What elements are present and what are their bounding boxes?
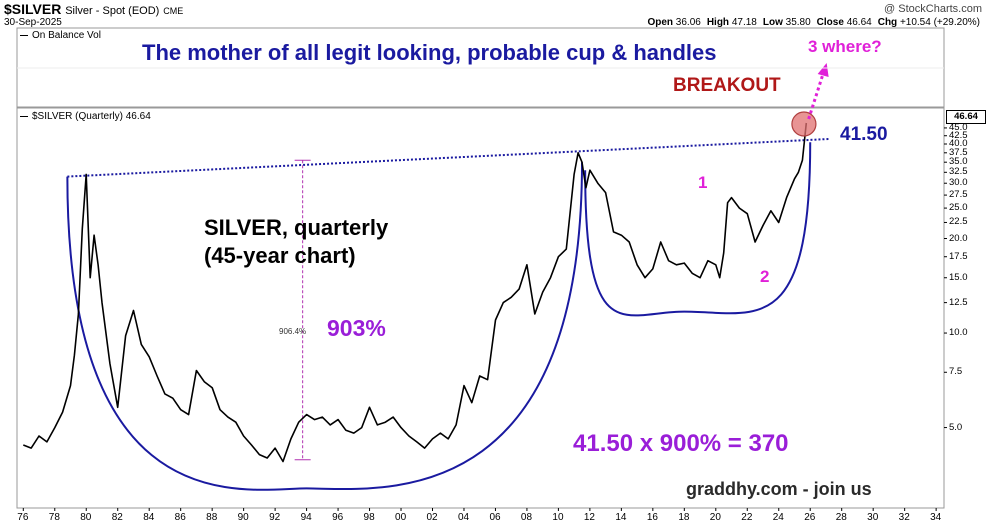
resistance-level-label: 41.50 [840, 124, 888, 145]
measured-move-label: 906.4% [279, 327, 307, 336]
x-tick-label: 02 [426, 512, 438, 523]
y-tick-label: 27.5 [949, 189, 968, 201]
ohlc-low-label: Low [762, 17, 786, 28]
x-tick-label: 22 [741, 512, 753, 523]
price-panel-label: $SILVER (Quarterly) 46.64 [20, 111, 151, 122]
ohlc-readout: Open 36.06 High 47.18 Low 35.80 Close 46.64… [641, 17, 980, 28]
handle-curve [584, 142, 812, 317]
last-price-tag: 46.64 [946, 110, 986, 124]
y-tick-label: 10.0 [949, 327, 968, 339]
symbol-description: Silver - Spot (EOD) [65, 5, 160, 17]
ohlc-low-value: 35.80 [785, 17, 811, 28]
price-label-text: $SILVER (Quarterly) 46.64 [32, 111, 151, 122]
ohlc-open-label: Open [647, 17, 676, 28]
ohlc-close-label: Close [816, 17, 847, 28]
x-tick-label: 94 [300, 512, 312, 523]
stockcharts-credit: @ StockCharts.com [884, 3, 982, 15]
indicator-label-text: On Balance Vol [32, 30, 101, 41]
breakout-marker [791, 111, 817, 137]
x-tick-label: 90 [237, 512, 249, 523]
y-tick-label: 7.5 [949, 366, 963, 378]
x-tick-label: 16 [646, 512, 658, 523]
x-tick-label: 34 [930, 512, 942, 523]
y-tick-label: 25.0 [949, 202, 968, 214]
ohlc-high-value: 47.18 [731, 17, 757, 28]
indicator-panel-label: On Balance Vol [20, 30, 101, 41]
x-tick-label: 78 [48, 512, 60, 523]
x-tick-label: 28 [835, 512, 847, 523]
legend-swatch-price [20, 115, 28, 117]
x-tick-label: 86 [174, 512, 186, 523]
legend-swatch-obv [20, 34, 28, 36]
exchange: CME [163, 6, 184, 16]
projection-arrow-head [817, 63, 829, 77]
x-tick-label: 92 [269, 512, 281, 523]
x-tick-label: 04 [457, 512, 470, 523]
y-tick-label: 32.5 [949, 166, 968, 178]
x-tick-label: 06 [489, 512, 501, 523]
y-tick-label: 5.0 [949, 421, 963, 433]
x-tick-label: 88 [206, 512, 218, 523]
chart-description: SILVER, quarterly (45-year chart) [204, 214, 464, 270]
handle-mark-2: 2 [760, 267, 770, 286]
where-label: 3 where? [808, 37, 882, 56]
x-tick-label: 08 [520, 512, 533, 523]
ohlc-high-label: High [706, 17, 732, 28]
y-tick-label: 20.0 [949, 232, 968, 244]
ohlc-chg-value: +10.54 (+29.20%) [899, 17, 980, 28]
x-tick-label: 96 [332, 512, 344, 523]
chart-annotation-title: The mother of all legit looking, probabl… [142, 40, 717, 65]
cup-curve [66, 162, 584, 491]
description-line-2: (45-year chart) [204, 243, 356, 268]
y-tick-label: 45.0 [949, 121, 968, 133]
breakout-label: BREAKOUT [673, 75, 781, 96]
x-tick-label: 80 [80, 512, 92, 523]
projection-arrow-line [807, 71, 826, 120]
ohlc-close-value: 46.64 [846, 17, 872, 28]
symbol: $SILVER [4, 1, 62, 17]
percent-gain-label: 903% [327, 315, 386, 341]
price-panel-frame [16, 106, 945, 509]
symbol-header: $SILVER Silver - Spot (EOD) CME [4, 1, 183, 17]
x-tick-label: 20 [709, 512, 721, 523]
x-tick-label: 24 [772, 512, 784, 523]
y-tick-label: 42.5 [949, 129, 968, 141]
x-tick-label: 26 [804, 512, 816, 523]
x-tick-label: 30 [867, 512, 879, 523]
x-tick-label: 14 [615, 512, 627, 523]
y-tick-label: 12.5 [949, 296, 968, 308]
x-tick-label: 00 [395, 512, 407, 523]
resistance-line [67, 137, 830, 178]
y-tick-label: 37.5 [949, 146, 968, 158]
x-tick-label: 10 [552, 512, 564, 523]
y-tick-label: 40.0 [949, 137, 968, 149]
x-tick-label: 84 [143, 512, 155, 523]
target-calculation: 41.50 x 900% = 370 [573, 430, 789, 457]
ohlc-open-value: 36.06 [675, 17, 701, 28]
y-tick-label: 15.0 [949, 271, 968, 283]
watermark: graddhy.com - join us [686, 479, 872, 499]
x-tick-label: 32 [898, 512, 910, 523]
chart-date: 30-Sep-2025 [4, 17, 62, 28]
ohlc-chg-label: Chg [877, 17, 900, 28]
x-tick-label: 76 [17, 512, 29, 523]
handle-mark-1: 1 [698, 173, 708, 192]
description-line-1: SILVER, quarterly [204, 215, 389, 240]
x-tick-label: 82 [111, 512, 123, 523]
y-tick-label: 35.0 [949, 156, 968, 168]
y-tick-label: 17.5 [949, 250, 968, 262]
price-line [23, 122, 808, 463]
y-tick-label: 30.0 [949, 177, 968, 189]
x-tick-label: 12 [583, 512, 595, 523]
x-tick-label: 98 [363, 512, 375, 523]
x-tick-label: 18 [678, 512, 690, 523]
y-tick-label: 22.5 [949, 216, 968, 228]
